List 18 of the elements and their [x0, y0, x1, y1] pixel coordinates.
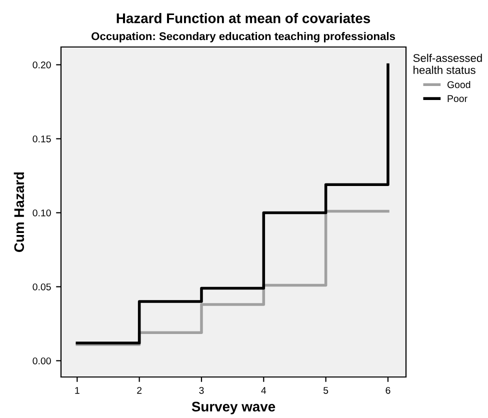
x-tick-label: 5 [323, 387, 328, 394]
legend-label: Poor [448, 95, 468, 102]
x-axis-title: Survey wave [192, 402, 276, 414]
x-tick-label: 2 [137, 386, 142, 394]
y-tick-label: 0.10 [32, 209, 51, 216]
x-tick-label: 4 [261, 387, 266, 394]
y-axis-title: Cum Hazard [14, 172, 24, 252]
y-tick-label: 0.00 [32, 357, 51, 364]
chart-title: Hazard Function at mean of covariates [116, 13, 370, 24]
legend-title: Self-assessed health status [413, 54, 482, 74]
x-tick-label: 3 [199, 386, 204, 394]
x-tick-label: 6 [386, 386, 390, 394]
y-tick-label: 0.05 [32, 283, 51, 290]
legend-label: Good [447, 80, 470, 88]
chart-subtitle: Occupation: Secondary education teaching professionals [92, 32, 396, 42]
y-tick-label: 0.20 [32, 61, 51, 68]
y-tick-label: 0.15 [32, 135, 51, 142]
x-tick-label: 1 [75, 387, 80, 394]
